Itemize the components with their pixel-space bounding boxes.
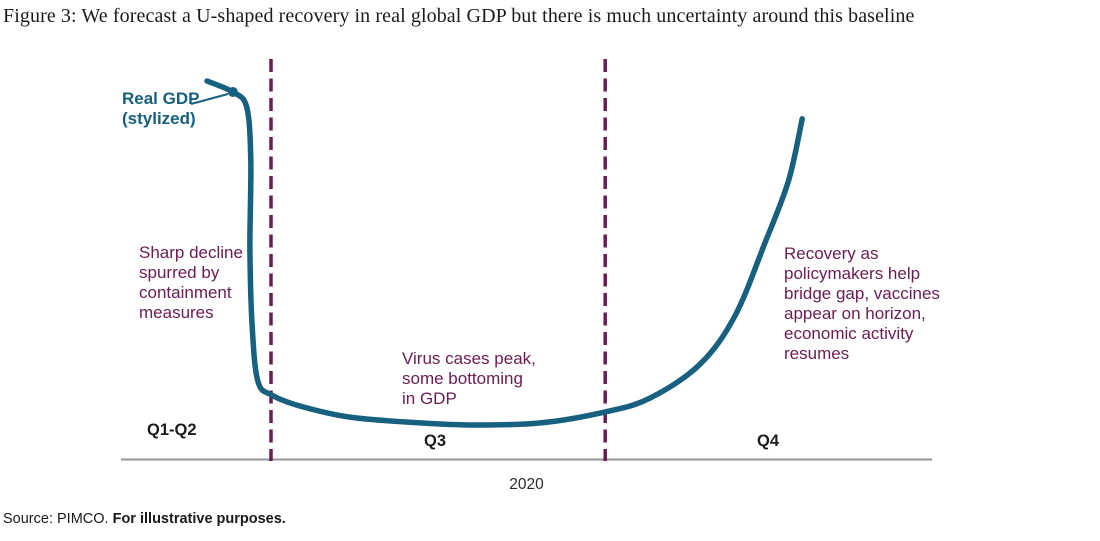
x-axis-year-label: 2020 <box>509 476 544 493</box>
source-line: Source: PIMCO. For illustrative purposes… <box>3 511 286 527</box>
source-text: Source: PIMCO. <box>3 511 113 527</box>
annotation-virus-peak: Virus cases peak, some bottoming in GDP <box>402 349 536 408</box>
tick-label-q1q2: Q1-Q2 <box>147 421 197 439</box>
leader-line <box>190 93 229 105</box>
figure-title: Figure 3: We forecast a U-shaped recover… <box>3 5 915 27</box>
source-emphasis: For illustrative purposes. <box>112 511 286 527</box>
annotation-recovery: Recovery as policymakers help bridge gap… <box>784 244 940 363</box>
tick-label-q3: Q3 <box>424 432 447 450</box>
tick-label-q4: Q4 <box>757 432 780 450</box>
annotation-sharp-decline: Sharp decline spurred by containment mea… <box>139 243 243 322</box>
series-label: Real GDP (stylized) <box>122 89 200 128</box>
gdp-curve <box>204 78 805 428</box>
curve-start-marker <box>227 87 238 97</box>
